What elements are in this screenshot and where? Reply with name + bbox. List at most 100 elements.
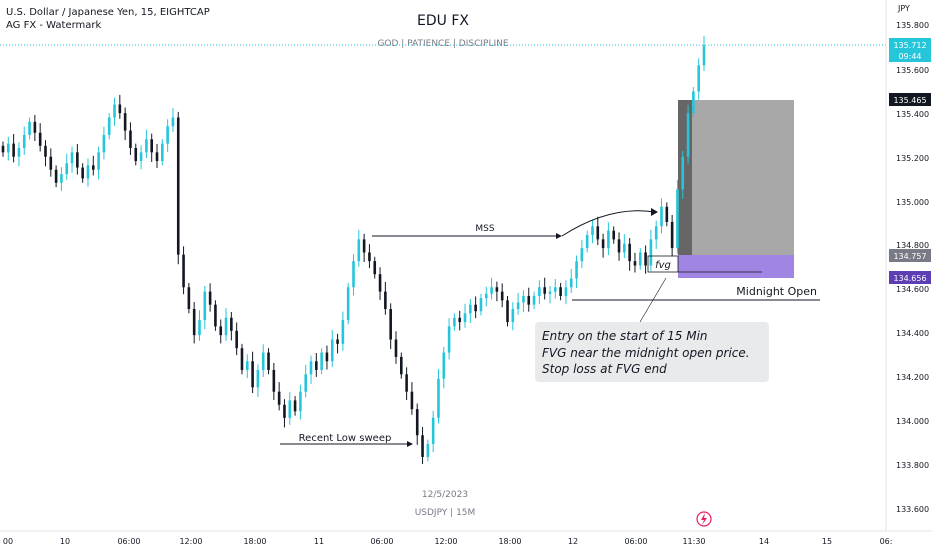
time-tick: 11 [314,537,324,546]
candle-body [474,304,477,312]
candle-body [198,319,201,336]
time-tick: 06: [880,537,893,546]
candle-body [261,352,265,370]
candle-body [113,104,116,118]
price-tick: 134.800 [896,241,929,250]
candle-body [532,295,536,305]
price-axis[interactable] [886,0,932,531]
tp-price-badge [889,93,931,106]
candle-body [320,352,323,370]
note-pointer-line [639,277,667,323]
candle-body [17,147,21,157]
candle-body [617,239,621,253]
price-ticks: 135.800 135.600 135.400 135.200 135.000 … [896,21,929,514]
candle-body [91,165,95,170]
mss-label: MSS [475,224,494,234]
candle-body [251,361,254,388]
candle-body [341,319,345,344]
candle-body [527,295,531,305]
candle-body [506,300,509,323]
candle-body [171,117,175,127]
candle-body [612,230,616,240]
candle-body [86,165,90,179]
sl-price-badge [889,271,931,284]
candle-body [458,317,462,323]
take-profit-zone[interactable] [678,100,794,255]
curved-arrow[interactable] [561,210,656,237]
candle-body [230,317,233,331]
candle-body [654,226,658,240]
candle-body [463,313,467,323]
candle-body [33,121,37,133]
candle-body [453,317,456,327]
midnight-open-label: Midnight Open [736,285,817,298]
time-axis[interactable] [0,531,932,550]
candle-body [697,65,700,92]
candle-body [378,274,382,292]
stop-loss-zone[interactable] [678,255,794,278]
current-price-badge [889,38,931,62]
time-tick: 14 [759,537,769,546]
candle-body [267,352,270,370]
time-tick: 12 [568,537,578,546]
candle-body [187,287,191,310]
note-callout[interactable] [535,322,769,382]
candle-body [670,221,674,249]
candle-body [601,239,605,249]
candle-body [203,291,207,320]
price-tick: 134.000 [896,417,929,426]
candle-body [384,291,387,310]
candle-body [638,252,642,266]
mss-arrow-head [556,233,562,239]
price-tick: 135.800 [896,21,929,30]
watermark-date: 12/5/2023 [422,490,468,500]
candle-body [60,174,63,183]
candle-body [277,391,281,405]
candle-body [431,417,435,444]
candle-body [702,45,706,66]
entry-price-label: 134.757 [893,252,926,261]
candle-body [76,152,79,168]
candle-body [150,139,153,153]
candle-body [580,248,584,262]
candle-body [293,400,297,412]
time-tick: 06:00 [370,537,393,546]
candle-body [304,374,308,392]
fvg-box[interactable] [647,255,679,273]
price-axis-currency: JPY [897,4,910,13]
candle-body [538,287,541,296]
candle-body [81,167,84,179]
candle-body [315,361,318,370]
candle-body [176,117,180,255]
time-tick: 00 [3,537,13,546]
candle-body [145,139,148,153]
recent-low-sweep-label: Recent Low sweep [299,433,392,444]
candle-body [569,278,573,288]
candle-body [70,152,74,164]
candle-body [676,189,679,249]
take-profit-zone-shadow [678,100,692,255]
candle-body [633,261,637,266]
candle-body [7,143,10,153]
price-tick: 134.600 [896,285,929,294]
candle-body [123,113,127,131]
fvg-label: fvg [655,260,671,271]
candle-body [352,261,355,288]
candle-body [272,369,276,392]
candle-body [500,291,504,301]
candle-body [368,252,371,262]
candle-body [607,230,610,249]
time-tick: 06:00 [624,537,647,546]
candle-body [623,243,626,253]
candle-body [484,293,488,299]
price-tick: 133.600 [896,505,929,514]
time-tick: 10 [60,537,70,546]
candle-body [134,147,138,162]
sl-price-label: 134.656 [893,274,926,283]
note-line-2: FVG near the midnight open price. [542,346,750,360]
candle-body [118,104,122,114]
candle-body [405,374,408,392]
lightning-icon[interactable] [696,511,712,527]
candle-body [309,361,313,375]
